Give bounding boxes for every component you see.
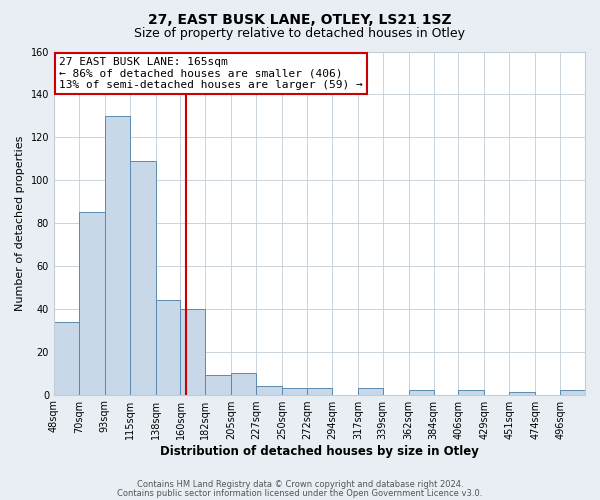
Bar	[79, 212, 105, 394]
Bar	[256, 386, 282, 394]
Text: Size of property relative to detached houses in Otley: Size of property relative to detached ho…	[134, 28, 466, 40]
Text: Contains HM Land Registry data © Crown copyright and database right 2024.: Contains HM Land Registry data © Crown c…	[137, 480, 463, 489]
Text: 27 EAST BUSK LANE: 165sqm
← 86% of detached houses are smaller (406)
13% of semi: 27 EAST BUSK LANE: 165sqm ← 86% of detac…	[59, 56, 363, 90]
Y-axis label: Number of detached properties: Number of detached properties	[15, 136, 25, 310]
Bar	[458, 390, 484, 394]
Bar	[54, 322, 79, 394]
Bar	[409, 390, 434, 394]
Bar	[205, 376, 232, 394]
Bar	[232, 373, 256, 394]
Bar	[130, 161, 155, 394]
Bar	[358, 388, 383, 394]
Bar	[105, 116, 130, 394]
Bar	[181, 309, 205, 394]
Bar	[509, 392, 535, 394]
Bar	[307, 388, 332, 394]
Bar	[155, 300, 181, 394]
X-axis label: Distribution of detached houses by size in Otley: Distribution of detached houses by size …	[160, 444, 479, 458]
Bar	[560, 390, 585, 394]
Text: Contains public sector information licensed under the Open Government Licence v3: Contains public sector information licen…	[118, 488, 482, 498]
Bar	[282, 388, 307, 394]
Text: 27, EAST BUSK LANE, OTLEY, LS21 1SZ: 27, EAST BUSK LANE, OTLEY, LS21 1SZ	[148, 12, 452, 26]
